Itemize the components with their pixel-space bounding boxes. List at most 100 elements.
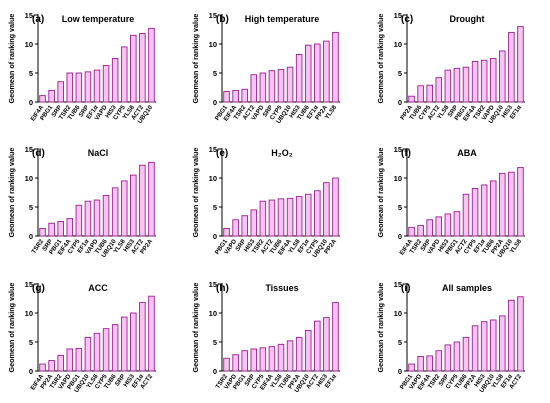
bar bbox=[304, 193, 312, 237]
y-axis-label: Geomean of ranking value bbox=[7, 14, 16, 104]
bar bbox=[93, 69, 101, 103]
bar bbox=[84, 336, 92, 372]
y-tick-label: 15 bbox=[394, 280, 402, 289]
y-tick-label: 5 bbox=[213, 69, 217, 78]
bar bbox=[408, 363, 415, 372]
chart-panel-c: Geomean of ranking value (c) Drought051015… bbox=[376, 11, 525, 125]
y-tick-label: 10 bbox=[209, 40, 217, 49]
bar bbox=[39, 95, 46, 103]
chart-panel-h: Geomean of ranking value(h)Tissues051015… bbox=[191, 280, 340, 394]
chart-panel-f: Geomean of ranking value (f) ABA051015EIF4… bbox=[376, 145, 525, 259]
y-axis-label: Geomean of ranking value bbox=[191, 283, 200, 373]
bar bbox=[314, 190, 321, 237]
bar bbox=[259, 72, 267, 103]
bar bbox=[435, 77, 443, 103]
y-tick-label: 0 bbox=[29, 232, 33, 241]
y-tick-label: 5 bbox=[398, 338, 402, 347]
bar bbox=[223, 228, 230, 237]
bar bbox=[426, 355, 433, 372]
chart-panel-e: Geomean of ranking value (e) H₂O₂051015PBG… bbox=[191, 145, 340, 259]
bar bbox=[75, 347, 83, 372]
y-tick-label: 0 bbox=[398, 98, 402, 107]
bar bbox=[480, 321, 488, 372]
y-tick-label: 10 bbox=[25, 309, 33, 318]
bar bbox=[444, 69, 452, 103]
y-tick-label: 15 bbox=[25, 11, 33, 20]
bar bbox=[462, 66, 470, 103]
bar bbox=[332, 177, 339, 237]
bar bbox=[75, 204, 83, 237]
y-tick-label: 0 bbox=[213, 367, 217, 376]
bar bbox=[223, 357, 230, 372]
bar bbox=[277, 198, 285, 237]
bar bbox=[232, 354, 239, 372]
y-tick-label: 15 bbox=[209, 280, 217, 289]
bar bbox=[314, 43, 321, 103]
bar bbox=[111, 58, 119, 103]
bar bbox=[250, 348, 258, 372]
bar bbox=[84, 71, 92, 103]
bar bbox=[489, 58, 497, 103]
y-tick-label: 0 bbox=[29, 367, 33, 376]
chart-title: ABA bbox=[457, 148, 477, 158]
y-tick-label: 5 bbox=[29, 203, 33, 212]
bar bbox=[444, 344, 452, 372]
bar bbox=[435, 350, 443, 372]
bar bbox=[259, 347, 267, 372]
y-axis-label: Geomean of ranking value bbox=[7, 148, 16, 238]
y-axis-label: Geomean of ranking value bbox=[191, 148, 200, 238]
bar bbox=[66, 348, 74, 372]
y-tick-label: 10 bbox=[25, 40, 33, 49]
panel-letter: (i) bbox=[401, 283, 410, 294]
bar bbox=[241, 215, 248, 237]
bar bbox=[332, 302, 339, 372]
bar bbox=[286, 66, 294, 103]
bar bbox=[286, 340, 294, 372]
bar bbox=[139, 302, 146, 372]
bar bbox=[102, 65, 110, 103]
y-tick-label: 10 bbox=[394, 174, 402, 183]
y-tick-label: 10 bbox=[209, 309, 217, 318]
bar bbox=[480, 59, 488, 103]
bar bbox=[57, 221, 64, 237]
bar bbox=[277, 343, 285, 372]
bar bbox=[453, 341, 461, 372]
chart-panel-d: Geomean of ranking value(d)NaCl051015TSR… bbox=[7, 145, 156, 259]
y-tick-label: 5 bbox=[213, 338, 217, 347]
y-tick-label: 15 bbox=[394, 11, 402, 20]
chart-title: Tissues bbox=[265, 283, 298, 293]
bar bbox=[75, 72, 83, 103]
chart-title: ACC bbox=[88, 283, 108, 293]
bar bbox=[223, 91, 230, 103]
y-tick-label: 0 bbox=[398, 367, 402, 376]
chart-title: H₂O₂ bbox=[271, 148, 293, 158]
bar bbox=[232, 219, 239, 237]
bar bbox=[139, 164, 146, 237]
bar bbox=[480, 184, 488, 237]
bar bbox=[277, 69, 285, 103]
bar bbox=[48, 360, 55, 372]
bar bbox=[332, 31, 339, 103]
bar bbox=[499, 315, 506, 372]
bar bbox=[417, 356, 424, 372]
bar bbox=[508, 171, 515, 237]
chart-title: Low temperature bbox=[62, 14, 135, 24]
bar bbox=[148, 295, 155, 372]
bar bbox=[130, 312, 137, 372]
bar bbox=[268, 199, 276, 237]
bar bbox=[120, 316, 128, 372]
bar bbox=[489, 319, 497, 372]
bar bbox=[48, 222, 55, 237]
chart-title: High temperature bbox=[245, 14, 320, 24]
y-tick-label: 15 bbox=[394, 145, 402, 154]
y-tick-label: 15 bbox=[25, 280, 33, 289]
bar bbox=[295, 336, 303, 372]
bar bbox=[139, 33, 146, 103]
bar bbox=[295, 196, 303, 237]
bar bbox=[471, 60, 479, 103]
y-tick-label: 10 bbox=[209, 174, 217, 183]
bar bbox=[508, 31, 515, 103]
bar bbox=[111, 324, 119, 372]
bar bbox=[93, 332, 101, 372]
bar bbox=[93, 199, 101, 237]
